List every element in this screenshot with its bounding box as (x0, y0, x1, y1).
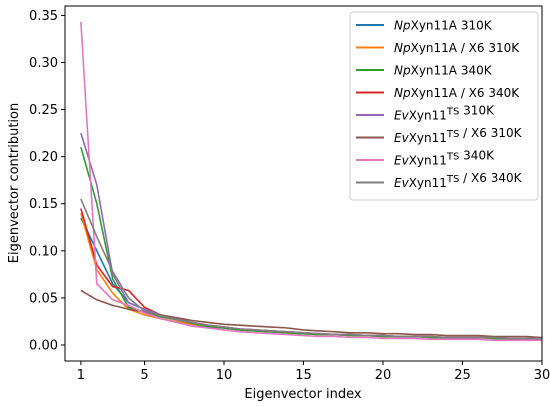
plot-area (80, 21, 543, 342)
y-tick-label: 0.20 (29, 150, 58, 165)
y-axis-ticks: 0.00 0.05 0.10 0.15 0.20 0.25 0.30 0.35 (29, 9, 65, 353)
x-tick-label: 25 (454, 368, 471, 383)
legend-entry-label: EvXyn11TS / X6 340K (394, 171, 523, 190)
series-line-8 (80, 198, 542, 340)
x-tick-label: 10 (216, 368, 233, 383)
y-tick-label: 0.00 (29, 338, 58, 353)
legend-entry-label: NpXyn11A / X6 340K (394, 86, 520, 100)
legend-entry-label: NpXyn11A / X6 310K (394, 41, 520, 55)
legend-entry-label: NpXyn11A 310K (394, 19, 493, 33)
y-tick-label: 0.35 (29, 9, 58, 24)
legend-entry-label: EvXyn11TS / X6 310K (394, 126, 523, 145)
legend-entry-label: EvXyn11TS 310K (394, 104, 495, 123)
series-line-7 (80, 21, 542, 342)
y-tick-label: 0.30 (29, 56, 58, 71)
y-tick-label: 0.15 (29, 197, 58, 212)
y-tick-label: 0.25 (29, 103, 58, 118)
x-tick-label: 30 (534, 368, 550, 383)
y-tick-label: 0.10 (29, 244, 58, 259)
legend: NpXyn11A 310K NpXyn11A / X6 310K NpXyn11A … (349, 11, 539, 201)
x-tick-label: 1 (77, 368, 85, 383)
y-tick-label: 0.05 (29, 291, 58, 306)
x-axis-ticks: 1 5 10 15 20 25 30 (77, 361, 550, 383)
series-line-2 (80, 212, 542, 340)
series-line-1 (80, 217, 542, 340)
legend-entry-label: NpXyn11A 340K (394, 64, 493, 78)
x-tick-label: 20 (375, 368, 392, 383)
x-tick-label: 5 (140, 368, 148, 383)
x-axis-label: Eigenvector index (244, 387, 362, 402)
legend-frame (349, 11, 539, 201)
y-axis-label: Eigenvector contribution (7, 103, 22, 263)
x-tick-label: 15 (295, 368, 312, 383)
legend-entry-label: EvXyn11TS 340K (394, 149, 495, 168)
series-line-4 (80, 208, 542, 340)
